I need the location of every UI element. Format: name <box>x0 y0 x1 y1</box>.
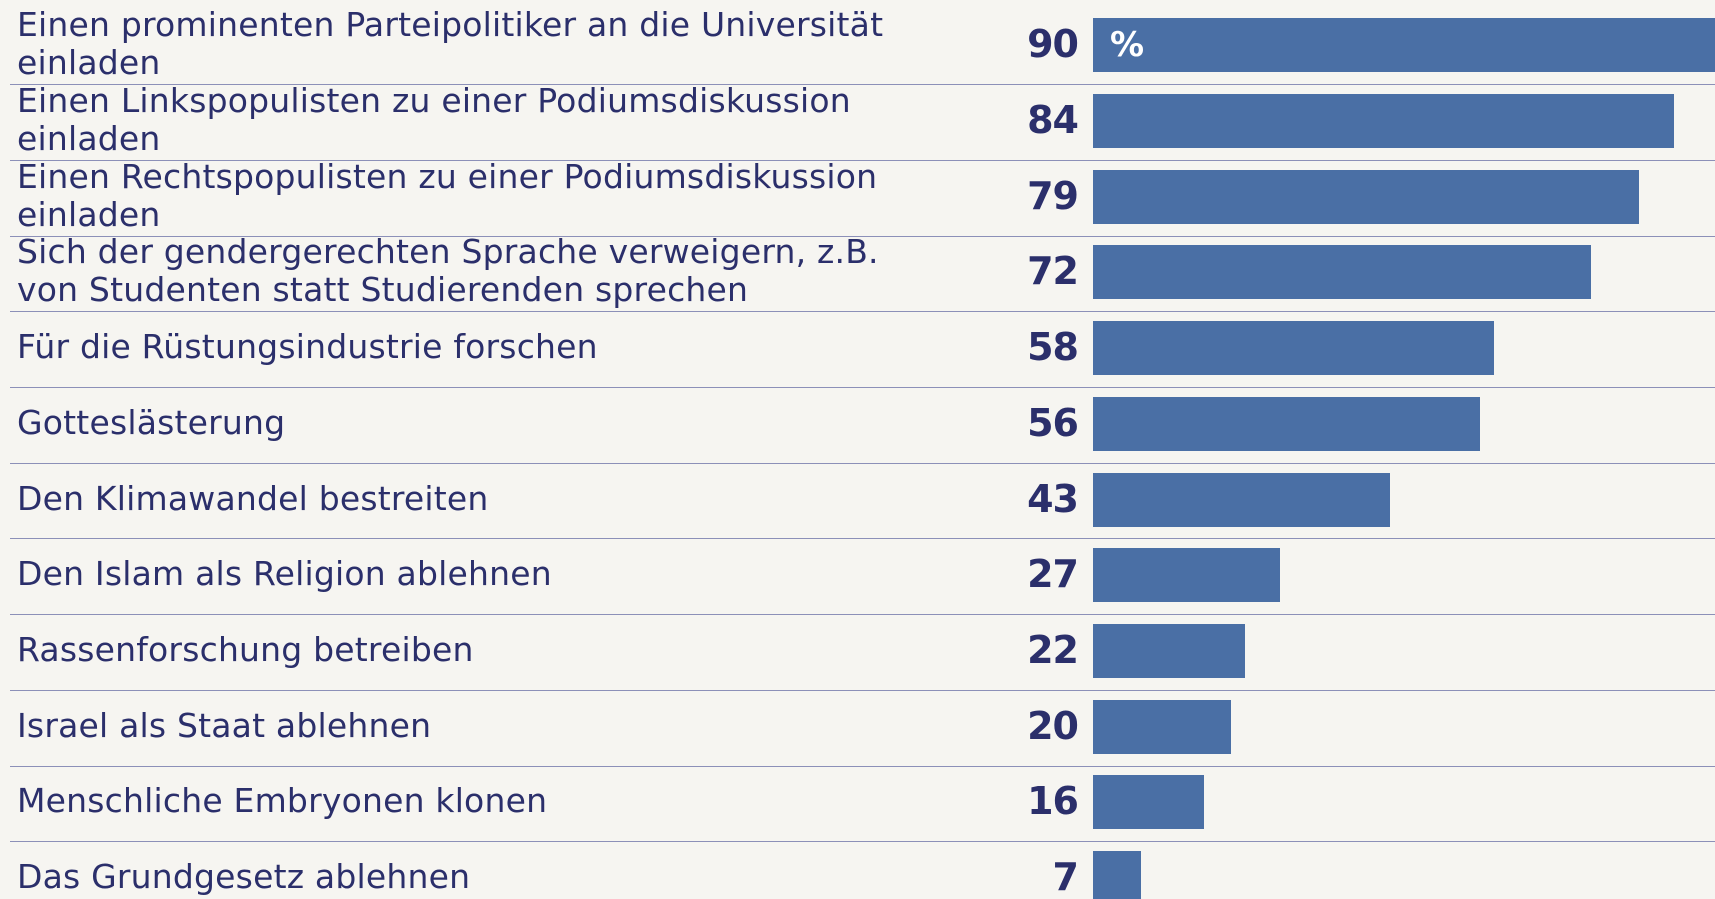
value-label: 22 <box>1027 627 1079 672</box>
bar <box>1093 775 1204 830</box>
category-label: Rassenforschung betreiben <box>17 629 474 669</box>
category-label: Den Klimawandel bestreiten <box>17 478 489 518</box>
value-label: 90 <box>1027 22 1079 67</box>
bar <box>1093 699 1232 754</box>
bar <box>1093 548 1280 603</box>
row-separator <box>10 235 1715 237</box>
value-label: 56 <box>1027 400 1079 445</box>
row-separator <box>10 387 1715 388</box>
bar-row: Menschliche Embryonen klonen 16 <box>0 766 1715 842</box>
bar <box>1093 169 1639 224</box>
unit-label: % <box>1110 25 1145 66</box>
bar <box>1093 472 1391 527</box>
row-separator <box>10 689 1715 691</box>
bar-row: Sich der gendergerechten Sprache verweig… <box>0 232 1715 312</box>
value-label: 79 <box>1027 173 1079 218</box>
value-label: 84 <box>1027 98 1079 143</box>
row-separator <box>10 765 1715 767</box>
category-label: Menschliche Embryonen klonen <box>17 781 548 821</box>
bar-row: Israel als Staat ablehnen 20 <box>0 690 1715 766</box>
bar <box>1093 245 1591 300</box>
row-separator <box>10 84 1715 86</box>
value-label: 16 <box>1027 779 1079 824</box>
category-label: Für die Rüstungsindustrie forschen <box>17 327 598 367</box>
value-label: 7 <box>1052 855 1079 899</box>
bar-row: Einen prominenten Parteipolitiker an die… <box>0 5 1715 85</box>
bar-row: Einen Rechtspopulisten zu einer Podiumsd… <box>0 156 1715 236</box>
bar <box>1093 396 1481 451</box>
row-separator <box>10 462 1715 464</box>
bar-row: Für die Rüstungsindustrie forschen 58 <box>0 311 1715 387</box>
value-label: 20 <box>1027 703 1079 748</box>
value-label: 72 <box>1027 249 1079 294</box>
bar: % <box>1093 18 1715 73</box>
category-label: Gotteslästerung <box>17 402 286 442</box>
row-separator <box>10 159 1715 161</box>
row-separator <box>10 614 1715 616</box>
bar <box>1093 94 1674 149</box>
bar <box>1093 623 1246 678</box>
row-separator <box>10 841 1715 843</box>
bar-row: Rassenforschung betreiben 22 <box>0 614 1715 690</box>
bar-row: Gotteslästerung 56 <box>0 387 1715 463</box>
category-label: Einen prominenten Parteipolitiker an die… <box>17 5 884 83</box>
bar-row: Den Klimawandel bestreiten 43 <box>0 463 1715 539</box>
category-label: Das Grundgesetz ablehnen <box>17 857 471 897</box>
bar-row: Den Islam als Religion ablehnen 27 <box>0 538 1715 614</box>
row-separator <box>10 538 1715 540</box>
category-label: Israel als Staat ablehnen <box>17 705 432 745</box>
category-label: Einen Linkspopulisten zu einer Podiumsdi… <box>17 81 851 159</box>
value-label: 43 <box>1027 476 1079 521</box>
bar <box>1093 851 1142 899</box>
bar <box>1093 321 1494 376</box>
bar-row: Das Grundgesetz ablehnen 7 <box>0 841 1715 899</box>
bar-row: Einen Linkspopulisten zu einer Podiumsdi… <box>0 81 1715 160</box>
category-label: Den Islam als Religion ablehnen <box>17 554 552 594</box>
value-label: 58 <box>1027 325 1079 370</box>
category-label: Sich der gendergerechten Sprache verweig… <box>17 232 879 310</box>
category-label: Einen Rechtspopulisten zu einer Podiumsd… <box>17 156 878 234</box>
row-separator <box>10 311 1715 313</box>
value-label: 27 <box>1027 552 1079 597</box>
